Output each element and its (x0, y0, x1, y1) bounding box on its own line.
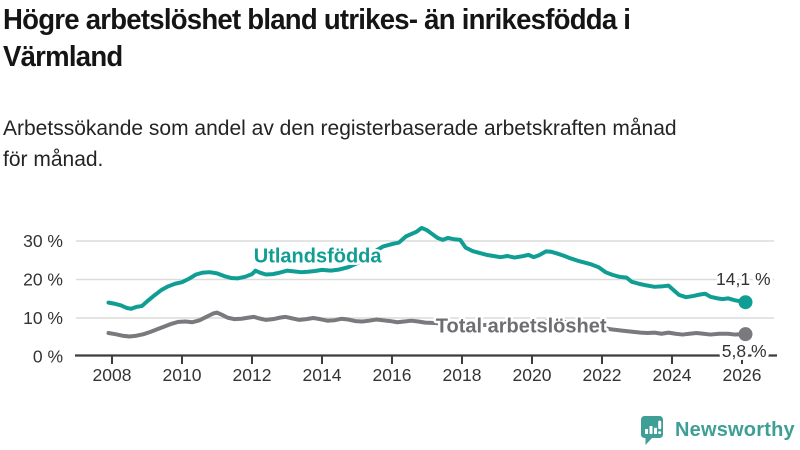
x-axis-tick-label: 2024 (653, 365, 692, 385)
y-axis-tick-label: 10 % (23, 308, 63, 328)
x-axis-tick-label: 2012 (233, 365, 272, 385)
page-title-line-1: Högre arbetslöshet bland utrikes- än inr… (3, 4, 631, 36)
x-axis-tick-label: 2010 (163, 365, 202, 385)
series-end-value-total-arbetsloshet: 5,8 % (722, 341, 767, 361)
series-line-utlandsfodda (106, 225, 748, 311)
page-subtitle-line-2: för månad. (3, 148, 104, 171)
series-end-dot-total-arbetsloshet (738, 327, 753, 342)
y-axis-tick-label: 0 % (33, 347, 63, 367)
x-axis-tick-label: 2020 (513, 365, 552, 385)
x-axis-tick-label: 2014 (303, 365, 342, 385)
unemployment-line-chart: 0 % 10 % 20 % 30 % 2008 2010 2012 2014 2016 2018 2… (23, 225, 777, 385)
series-end-value-utlandsfodda: 14,1 % (716, 269, 770, 289)
x-axis-tick-label: 2008 (93, 365, 132, 385)
series-label-total-arbetsloshet: Total arbetslöshet (436, 316, 607, 338)
brand-name: Newsworthy (675, 419, 795, 441)
x-axis-tick-label: 2016 (373, 365, 412, 385)
y-axis-tick-label: 20 % (23, 270, 63, 290)
x-axis-tick-label: 2026 (723, 365, 762, 385)
series-line-total-arbetsloshet (106, 310, 748, 339)
newsworthy-logo-icon (641, 416, 663, 445)
page-title: Högre arbetslöshet bland utrikes- än inr… (3, 2, 782, 76)
series-end-dot-utlandsfodda (738, 295, 753, 310)
x-axis-tick-label: 2022 (583, 365, 622, 385)
brand-footer: Newsworthy (641, 416, 795, 445)
x-axis-tick-label: 2018 (443, 365, 482, 385)
series-label-utlandsfodda: Utlandsfödda (254, 246, 383, 268)
y-axis-tick-label: 30 % (23, 231, 63, 251)
page-subtitle: Arbetssökande som andel av den registerb… (3, 113, 800, 175)
page-subtitle-line-1: Arbetssökande som andel av den registerb… (3, 117, 677, 140)
page-title-line-2: Värmland (3, 41, 123, 73)
